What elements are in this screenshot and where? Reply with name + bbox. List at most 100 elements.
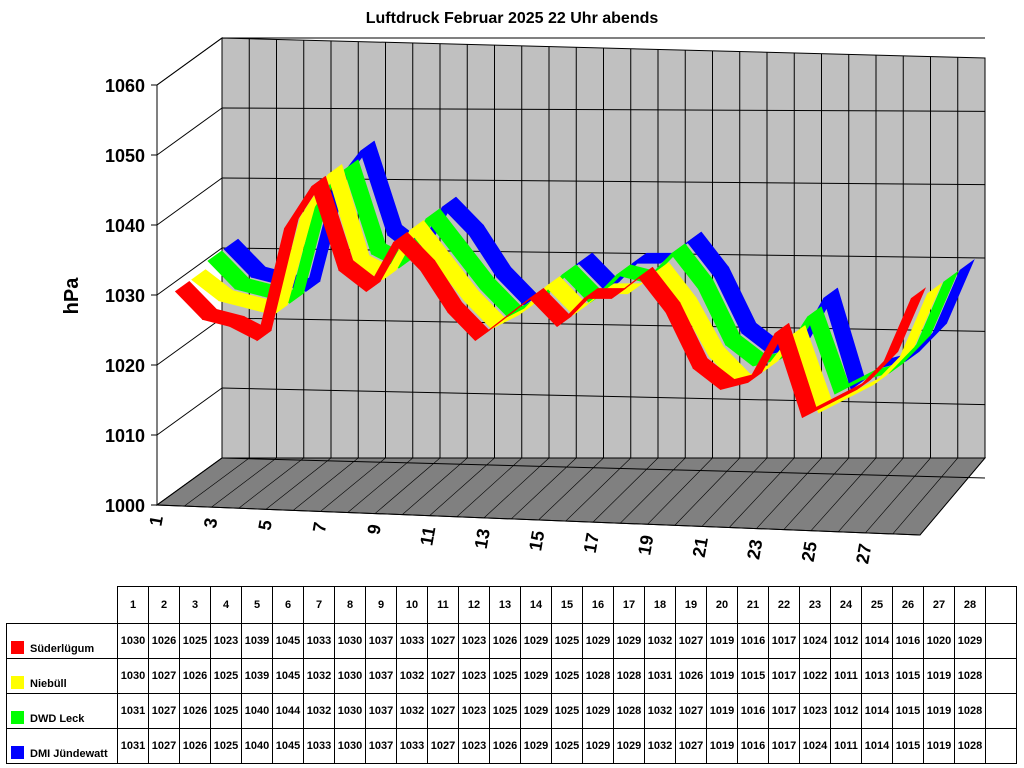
table-cell: 1032 — [396, 658, 428, 694]
ribbon-segment — [899, 282, 943, 358]
table-cell: 1039 — [241, 623, 273, 659]
floor-grid — [511, 457, 577, 520]
y-axis-title: hPa — [61, 277, 83, 315]
legend-entry: DWD Leck — [6, 693, 118, 729]
legend-label: DMI Jündewatt — [30, 748, 108, 761]
table-cell: 1029 — [520, 728, 552, 764]
table-cell: 1031 — [117, 728, 149, 764]
table-cell: 1030 — [117, 623, 149, 659]
table-cell: 1025 — [210, 693, 242, 729]
floor-grid — [320, 457, 386, 512]
table-cell: 1028 — [954, 728, 986, 764]
table-cell: 1027 — [148, 728, 180, 764]
table-cell: 1019 — [706, 693, 738, 729]
table-cell: 1039 — [241, 658, 273, 694]
series-1 — [191, 164, 943, 414]
table-cell: 1024 — [799, 623, 831, 659]
floor-grid — [919, 457, 986, 536]
gridline-side — [156, 107, 223, 156]
table-cell: 1025 — [489, 693, 521, 729]
table-header-cell: 5 — [241, 586, 273, 624]
table-header-cell: 19 — [675, 586, 707, 624]
table-header-cell: 22 — [768, 586, 800, 624]
table-header-cell: 18 — [644, 586, 676, 624]
table-cell: 1019 — [923, 728, 955, 764]
table-cell: 1013 — [861, 658, 893, 694]
legend-entry: Süderlügum — [6, 623, 118, 659]
floor-grid — [838, 457, 904, 532]
table-cell: 1024 — [799, 728, 831, 764]
table-header-row: 1 2 3 4 5 6 7 8 9 10 11 12 13 14 15 16 17 18 19 20 21 22 23 24 2… — [6, 586, 1017, 624]
floor-grid — [238, 457, 304, 509]
floor-grid — [729, 457, 795, 528]
floor-grid — [293, 457, 359, 511]
table-cell: 1027 — [427, 658, 459, 694]
table-cell: 1030 — [334, 693, 366, 729]
ribbon-segment — [931, 259, 975, 335]
gridline-side — [156, 177, 223, 226]
table-cell: 1023 — [458, 728, 490, 764]
table-cell: 1017 — [768, 693, 800, 729]
x-tick-label: 21 — [689, 536, 712, 559]
table-cell: 1012 — [830, 623, 862, 659]
table-cell: 1015 — [892, 658, 924, 694]
x-tick-label: 19 — [634, 534, 657, 557]
table-row: Niebüll 1030 1027 1026 1025 1039 1045 1032 1030 1… — [6, 658, 1017, 694]
table-cell: 1016 — [892, 623, 924, 659]
table-cell: 1025 — [210, 658, 242, 694]
x-tick-label: 25 — [798, 540, 821, 563]
table-cell: 1029 — [582, 728, 614, 764]
chart-title: Luftdruck Februar 2025 22 Uhr abends — [365, 10, 659, 27]
floor-grid — [810, 457, 877, 531]
table-header-cell: 24 — [830, 586, 862, 624]
table-header-cell: 12 — [458, 586, 490, 624]
table-cell: 1027 — [675, 623, 707, 659]
legend-swatch — [11, 711, 24, 724]
table-header-cell: 9 — [365, 586, 397, 624]
table-cell: 1032 — [396, 693, 428, 729]
gridline-side — [156, 387, 223, 436]
table-cell: 1029 — [954, 623, 986, 659]
gridline-back — [221, 457, 986, 479]
legend-swatch — [11, 641, 24, 654]
legend-entry: DMI Jündewatt — [6, 728, 118, 764]
table-header-cell: 2 — [148, 586, 180, 624]
y-tick-label: 1050 — [105, 146, 145, 166]
floor-grid — [701, 457, 768, 527]
ribbon-segment — [883, 287, 927, 363]
table-cell: 1028 — [582, 658, 614, 694]
table-cell: 1012 — [830, 693, 862, 729]
floor-grid — [429, 457, 495, 516]
floor-grid — [756, 457, 822, 529]
y-tick-label: 1030 — [105, 286, 145, 306]
gridline-side — [156, 317, 223, 366]
table-header-cell: 28 — [954, 586, 986, 624]
floor-grid — [892, 457, 958, 535]
x-tick-label: 7 — [309, 521, 330, 534]
legend-entry: Niebüll — [6, 658, 118, 694]
x-tick-label: 3 — [200, 516, 221, 529]
floor-grid — [347, 457, 413, 513]
table-cell: 1015 — [892, 728, 924, 764]
x-tick-label: 11 — [416, 525, 439, 547]
table-cell: 1019 — [923, 693, 955, 729]
y-tick-label: 1020 — [105, 356, 145, 376]
floor-grid — [538, 457, 604, 521]
table-header-cell: 8 — [334, 586, 366, 624]
table-cell: 1027 — [148, 693, 180, 729]
table-cell: 1025 — [551, 623, 583, 659]
table-header-cell: 1 — [117, 586, 149, 624]
y-tick-label: 1010 — [105, 426, 145, 446]
table-cell: 1032 — [303, 693, 335, 729]
table-cell: 1045 — [272, 623, 304, 659]
table-cell: 1014 — [861, 693, 893, 729]
floor-grid — [402, 457, 468, 515]
table-header-cell: 3 — [179, 586, 211, 624]
y-tick-label: 1040 — [105, 216, 145, 236]
table-cell: 1019 — [706, 623, 738, 659]
floor-grid — [211, 457, 277, 508]
table-cell: 1015 — [737, 658, 769, 694]
table-cell: 1017 — [768, 728, 800, 764]
table-cell: 1029 — [613, 728, 645, 764]
